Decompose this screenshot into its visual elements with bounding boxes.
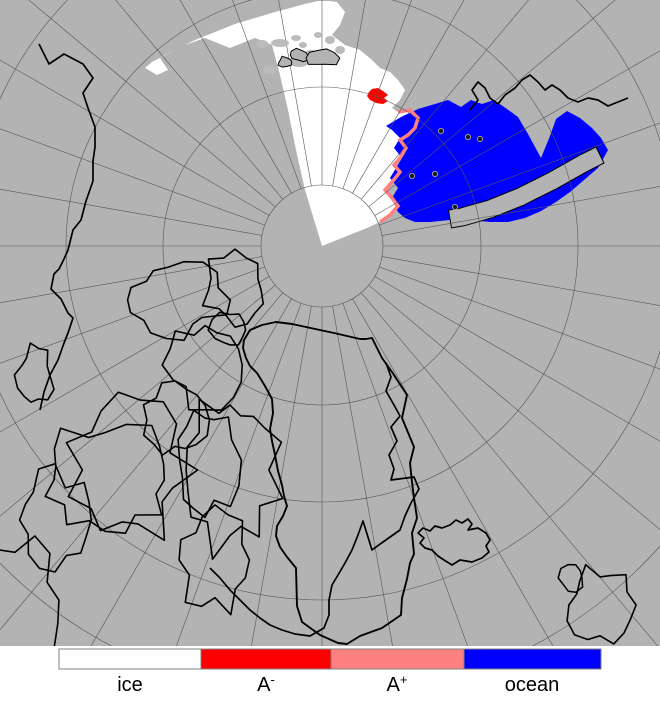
svg-text:A+: A+ [387, 672, 408, 697]
svg-text:ocean: ocean [505, 674, 560, 696]
svg-text:A-: A- [257, 672, 275, 697]
svg-text:ice: ice [117, 674, 143, 696]
